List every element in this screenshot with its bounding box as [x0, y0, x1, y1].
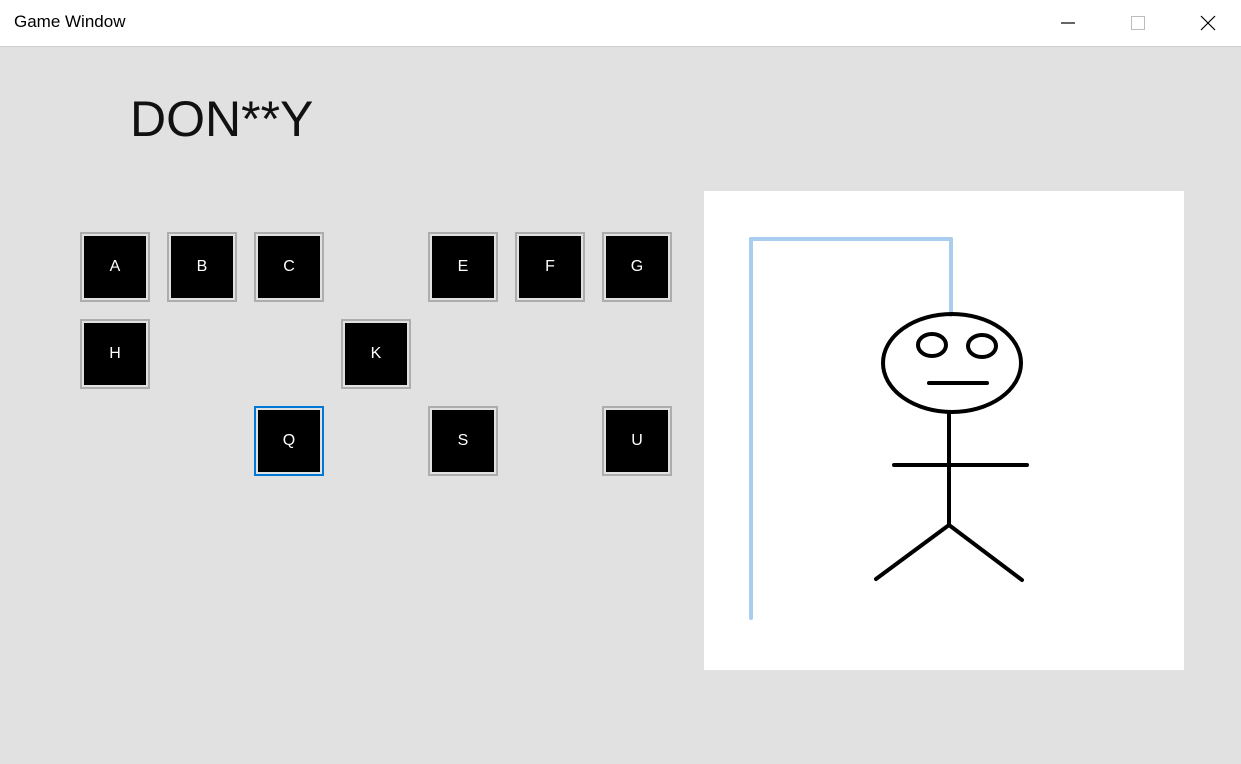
hangman-drawing — [749, 237, 1029, 620]
stick-figure — [874, 312, 1029, 582]
letter-button-e[interactable]: E — [428, 232, 498, 302]
hangman-canvas — [704, 191, 1184, 670]
close-button[interactable] — [1173, 0, 1241, 46]
letter-button-b[interactable]: B — [167, 232, 237, 302]
letter-button-q[interactable]: Q — [254, 406, 324, 476]
masked-word: DON**Y — [130, 91, 314, 147]
maximize-icon — [1131, 16, 1145, 30]
letter-button-h[interactable]: H — [80, 319, 150, 389]
minimize-button[interactable] — [1033, 0, 1103, 46]
letter-button-g[interactable]: G — [602, 232, 672, 302]
figure-right-eye — [966, 333, 998, 359]
figure-left-leg — [874, 523, 951, 581]
letter-button-f[interactable]: F — [515, 232, 585, 302]
close-icon — [1200, 15, 1216, 31]
letter-button-k[interactable]: K — [341, 319, 411, 389]
figure-left-eye — [916, 332, 948, 358]
figure-right-leg — [947, 523, 1024, 582]
title-bar: Game Window — [0, 0, 1241, 47]
figure-head — [881, 312, 1023, 414]
letter-button-u[interactable]: U — [602, 406, 672, 476]
letter-button-c[interactable]: C — [254, 232, 324, 302]
letter-button-s[interactable]: S — [428, 406, 498, 476]
gallows — [749, 237, 953, 620]
maximize-button[interactable] — [1103, 0, 1173, 46]
minimize-icon — [1061, 22, 1075, 24]
window-title: Game Window — [14, 12, 126, 31]
letter-button-a[interactable]: A — [80, 232, 150, 302]
